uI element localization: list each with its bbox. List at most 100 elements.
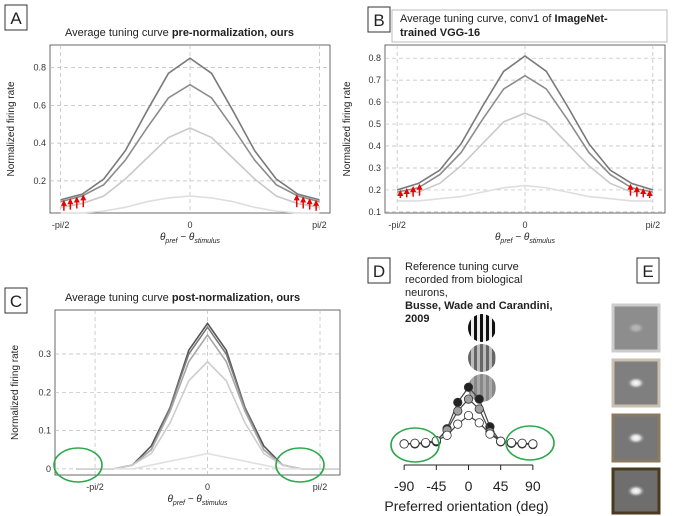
filter-image: [611, 358, 661, 408]
y-tick-label: 0.8: [368, 53, 381, 63]
panel-label: C: [10, 292, 22, 311]
x-tick-label: -90: [394, 478, 414, 494]
arrow-head: [627, 183, 634, 190]
highlight-ellipse: [505, 425, 555, 461]
data-point: [463, 382, 474, 392]
x-label-part: θ: [495, 232, 501, 243]
data-point: [463, 394, 474, 404]
chart-title: Average tuning curve pre-normalization, …: [65, 27, 294, 39]
x-label-part: stimulus: [202, 500, 228, 507]
filter-blob: [627, 432, 645, 444]
panel-label: D: [373, 262, 385, 281]
data-point: [506, 437, 516, 448]
y-tick-label: 0.6: [368, 97, 381, 107]
x-tick-label: 0: [465, 478, 473, 494]
arrow-head: [67, 198, 74, 205]
x-tick-label: -pi/2: [52, 220, 70, 230]
arrow-head: [80, 194, 87, 201]
x-tick-label: -pi/2: [86, 482, 104, 492]
data-point: [474, 394, 484, 404]
x-label-part: stimulus: [529, 238, 555, 245]
filter-blob: [627, 377, 645, 389]
data-point: [496, 436, 506, 446]
highlight-ellipse: [390, 427, 440, 463]
annotation: neurons,: [405, 287, 448, 299]
x-label-part: pref: [172, 500, 186, 507]
panel-label-box: [4, 287, 28, 314]
arrow-head: [306, 198, 313, 205]
arrow-head: [293, 194, 300, 201]
series-line: [396, 54, 654, 191]
x-tick-label: pi/2: [312, 220, 327, 230]
y-tick-label: 0.5: [368, 119, 381, 129]
panel-label: A: [10, 9, 22, 28]
series-line: [76, 452, 339, 470]
highlight-ellipse: [275, 447, 325, 483]
series-line: [397, 184, 653, 202]
chart-title: Average tuning curve, conv1 of ImageNet-: [400, 13, 608, 25]
filter-blob: [627, 485, 645, 497]
annotation: Busse, Wade and Carandini,: [405, 300, 553, 312]
arrow-head: [397, 189, 404, 196]
y-tick-label: 0.3: [368, 163, 381, 173]
arrow-head: [300, 196, 307, 203]
y-tick-label: 0.2: [38, 387, 51, 397]
x-tick-label: 0: [522, 220, 527, 230]
x-tick-label: 45: [493, 478, 509, 494]
title-part: Average tuning curve: [65, 292, 172, 304]
annotation: Reference tuning curve: [405, 261, 519, 273]
x-label-part: pref: [499, 238, 513, 245]
arrow-head: [403, 187, 410, 194]
data-point: [442, 430, 452, 440]
y-tick-label: 0.1: [38, 426, 51, 436]
data-point: [528, 439, 538, 449]
x-tick-label: 0: [205, 482, 210, 492]
series-line: [396, 74, 654, 193]
panel-label-box: [367, 6, 391, 33]
title-part: post-normalization, ours: [172, 292, 300, 304]
x-tick-label: -pi/2: [388, 220, 406, 230]
series-line: [60, 127, 320, 209]
data-point: [474, 404, 484, 414]
title-part: trained VGG-16: [400, 27, 480, 39]
filter-images: [611, 303, 661, 515]
data-point: [517, 438, 527, 448]
y-tick-label: 0.6: [33, 100, 46, 110]
y-tick-label: 0.3: [38, 349, 51, 359]
series-line: [76, 360, 339, 470]
x-tick-label: pi/2: [313, 482, 328, 492]
annotation: recorded from biological: [405, 274, 522, 286]
data-point: [453, 406, 463, 416]
title-box: [391, 9, 668, 43]
series-line: [397, 112, 653, 196]
arrow-head: [73, 196, 80, 203]
y-tick-label: 0.2: [33, 176, 46, 186]
y-axis-label: Normalized firing rate: [10, 345, 21, 440]
panel-label-box: [367, 257, 391, 284]
data-point: [453, 397, 463, 407]
y-tick-label: 0.8: [33, 63, 46, 73]
x-axis-label: θpref − θstimulus: [167, 494, 228, 507]
panel-label: B: [373, 11, 384, 30]
arrow-head: [313, 199, 320, 206]
title-part: Average tuning curve: [65, 27, 172, 39]
x-label-part: − θ: [177, 232, 194, 243]
panel-label-box: [4, 4, 28, 31]
grating: [468, 344, 496, 372]
arrow-head: [60, 199, 67, 206]
highlight-ellipse: [53, 447, 103, 483]
series-line: [60, 57, 320, 201]
data-point: [420, 437, 431, 448]
chart-title: Average tuning curve post-normalization,…: [65, 292, 300, 304]
y-tick-label: 0.2: [368, 185, 381, 195]
x-axis-label: θpref − θstimulus: [495, 232, 556, 245]
x-label-part: pref: [164, 238, 178, 245]
x-axis-label: θpref − θstimulus: [160, 232, 221, 245]
data-point: [410, 438, 420, 448]
series-line: [404, 398, 533, 446]
title-part: Average tuning curve, conv1 of: [400, 13, 555, 25]
arrow-head: [640, 187, 647, 194]
x-label-part: θ: [167, 494, 173, 505]
y-tick-label: 0.1: [368, 207, 381, 217]
